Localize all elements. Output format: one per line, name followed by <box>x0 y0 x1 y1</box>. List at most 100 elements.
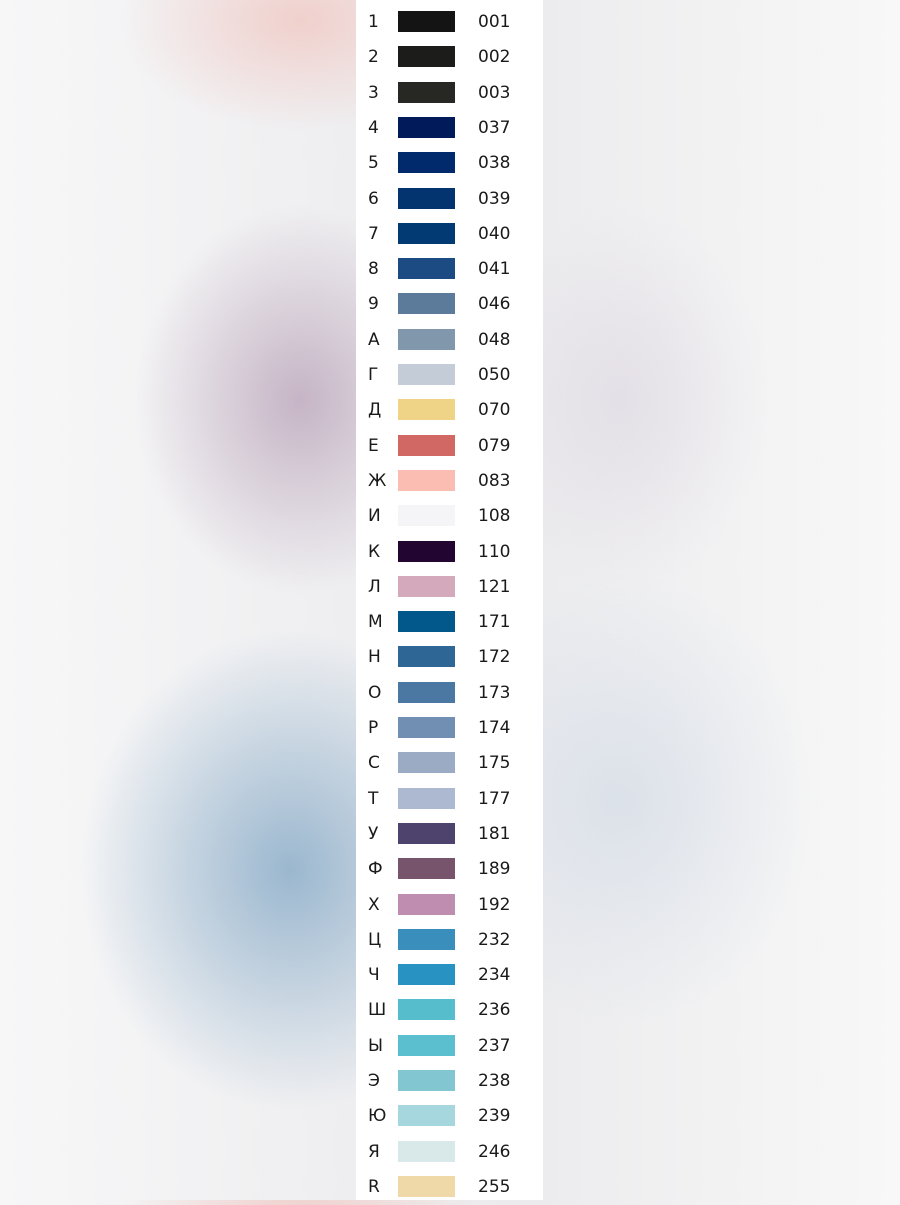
palette-row: Н 172 <box>356 640 543 675</box>
palette-row: 2 002 <box>356 40 543 75</box>
palette-row: У 181 <box>356 817 543 852</box>
thread-code: 040 <box>478 223 511 244</box>
color-swatch <box>398 646 455 668</box>
thread-code: 189 <box>478 859 511 880</box>
palette-row: Э 238 <box>356 1064 543 1099</box>
palette-row: 5 038 <box>356 146 543 181</box>
palette-symbol: Ф <box>368 859 383 880</box>
palette-symbol: 4 <box>368 117 379 138</box>
thread-code: 236 <box>478 1000 511 1021</box>
palette-symbol: Э <box>368 1071 380 1091</box>
color-swatch <box>398 858 455 880</box>
palette-symbol: И <box>368 506 381 527</box>
color-swatch <box>398 681 455 703</box>
palette-row: Ж 083 <box>356 464 543 499</box>
thread-code: 001 <box>478 12 511 32</box>
palette-row: 1 001 <box>356 5 543 40</box>
color-swatch <box>398 152 455 174</box>
color-swatch <box>398 222 455 244</box>
color-swatch <box>398 893 455 915</box>
color-swatch <box>398 293 455 315</box>
palette-symbol: Ш <box>368 1000 387 1021</box>
color-swatch <box>398 116 455 138</box>
palette-symbol: О <box>368 682 382 703</box>
thread-code: 002 <box>478 47 511 68</box>
thread-code: 234 <box>478 965 511 986</box>
palette-row: М 171 <box>356 605 543 640</box>
palette-symbol: 9 <box>368 294 379 315</box>
palette-symbol: Т <box>368 788 379 809</box>
palette-row: R 255 <box>356 1170 543 1205</box>
palette-symbol: Д <box>368 400 382 421</box>
palette-symbol: А <box>368 329 380 350</box>
color-swatch <box>398 505 455 527</box>
palette-row: И 108 <box>356 499 543 534</box>
color-swatch <box>398 1175 455 1197</box>
thread-code: 171 <box>478 612 511 633</box>
color-swatch <box>398 258 455 280</box>
palette-row: 4 037 <box>356 111 543 146</box>
thread-code: 175 <box>478 753 511 774</box>
thread-code: 172 <box>478 647 511 668</box>
color-swatch <box>398 328 455 350</box>
palette-row: Ш 236 <box>356 993 543 1028</box>
thread-code: 048 <box>478 329 511 350</box>
palette-row: Д 070 <box>356 393 543 428</box>
palette-symbol: 1 <box>368 12 379 32</box>
color-swatch <box>398 1140 455 1162</box>
palette-row: 6 039 <box>356 182 543 217</box>
palette-symbol: 3 <box>368 82 379 103</box>
palette-symbol: Н <box>368 647 381 668</box>
palette-row: Г 050 <box>356 358 543 393</box>
color-swatch <box>398 434 455 456</box>
color-swatch <box>398 399 455 421</box>
color-swatch <box>398 575 455 597</box>
palette-symbol: Я <box>368 1141 380 1162</box>
thread-code: 174 <box>478 718 511 738</box>
color-swatch <box>398 1034 455 1056</box>
color-swatch <box>398 469 455 491</box>
thread-code: 108 <box>478 506 511 527</box>
palette-symbol: Ж <box>368 470 387 491</box>
palette-row: Ц 232 <box>356 923 543 958</box>
palette-row: Ч 234 <box>356 958 543 993</box>
palette-row: Х 192 <box>356 888 543 923</box>
color-swatch <box>398 822 455 844</box>
thread-code: 255 <box>478 1176 511 1197</box>
palette-row: Ю 239 <box>356 1099 543 1134</box>
palette-symbol: Х <box>368 894 380 915</box>
palette-symbol: Л <box>368 576 381 597</box>
thread-code: 050 <box>478 365 511 385</box>
thread-code: 246 <box>478 1141 511 1162</box>
color-swatch <box>398 611 455 633</box>
color-swatch <box>398 752 455 774</box>
thread-code: 181 <box>478 823 511 844</box>
thread-code: 046 <box>478 294 511 315</box>
palette-symbol: Ц <box>368 929 382 950</box>
palette-row: 3 003 <box>356 76 543 111</box>
palette-row: Ф 189 <box>356 852 543 887</box>
thread-code: 038 <box>478 153 511 174</box>
thread-code: 177 <box>478 788 511 809</box>
palette-row: 9 046 <box>356 287 543 322</box>
palette-symbol: 7 <box>368 223 379 244</box>
color-swatch <box>398 46 455 68</box>
palette-symbol: Ы <box>368 1035 383 1056</box>
palette-symbol: 8 <box>368 259 379 280</box>
thread-code: 121 <box>478 576 511 597</box>
palette-row: Я 246 <box>356 1135 543 1170</box>
thread-code: 070 <box>478 400 511 421</box>
palette-row: Ы 237 <box>356 1029 543 1064</box>
palette-row: Р 174 <box>356 711 543 746</box>
palette-symbol: 6 <box>368 188 379 209</box>
color-swatch <box>398 540 455 562</box>
thread-code: 037 <box>478 117 511 138</box>
palette-symbol: Ч <box>368 965 380 986</box>
thread-code: 232 <box>478 929 511 950</box>
palette-row: О 173 <box>356 676 543 711</box>
thread-code: 039 <box>478 188 511 209</box>
color-swatch <box>398 81 455 103</box>
palette-row: А 048 <box>356 323 543 358</box>
palette-symbol: 5 <box>368 153 379 174</box>
color-swatch <box>398 187 455 209</box>
